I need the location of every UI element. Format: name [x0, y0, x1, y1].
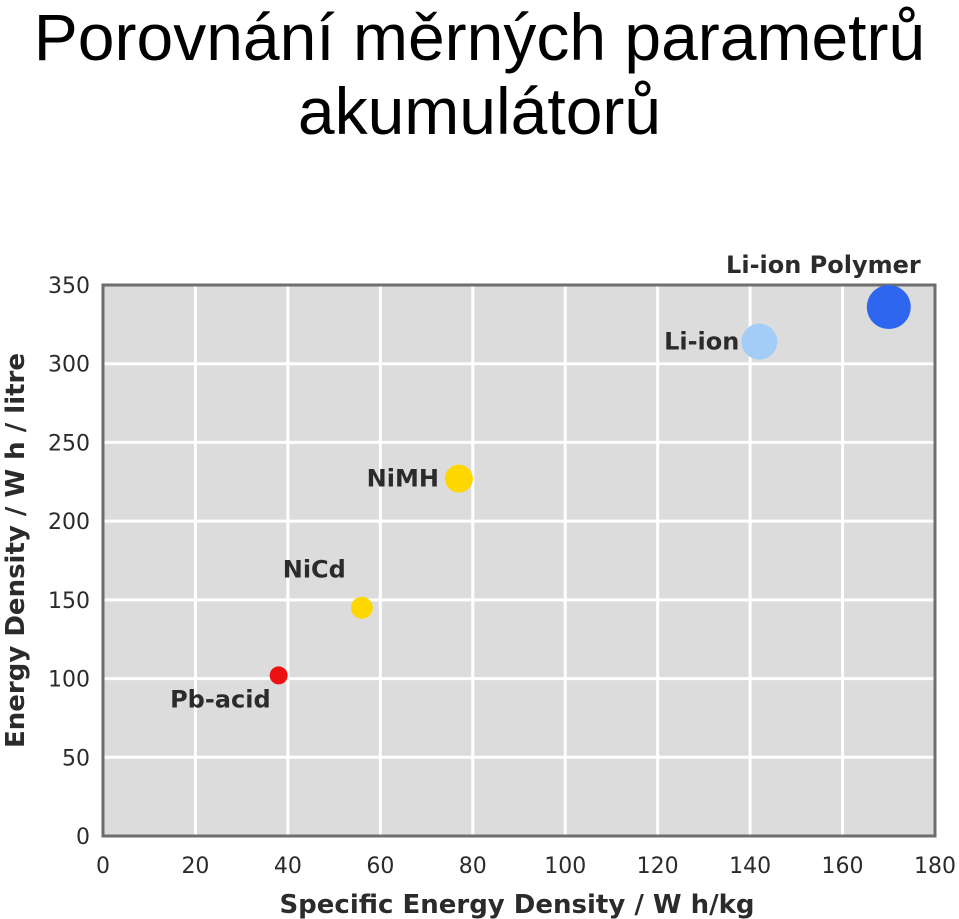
x-axis-label: Specific Energy Density / W h/kg — [279, 890, 754, 919]
x-tick-label: 160 — [822, 854, 864, 879]
y-tick-label: 300 — [48, 353, 90, 378]
x-tick-label: 40 — [274, 854, 302, 879]
y-tick-label: 250 — [48, 431, 90, 456]
y-tick-label: 200 — [48, 510, 90, 535]
x-tick-label: 20 — [181, 854, 209, 879]
y-tick-label: 100 — [48, 668, 90, 693]
point-li-ion-polymer — [866, 285, 911, 330]
point-li-ion — [741, 323, 778, 360]
y-axis-label: Energy Density / W h / litre — [1, 353, 31, 748]
y-tick-label: 50 — [62, 746, 90, 771]
x-tick-label: 80 — [459, 854, 487, 879]
point-nimh — [444, 464, 473, 493]
page-title: Porovnání měrných parametrů akumulátorů — [0, 0, 959, 148]
x-tick-label: 180 — [914, 854, 956, 879]
x-tick-label: 120 — [637, 854, 679, 879]
plot-frame — [101, 283, 937, 838]
point-label-nicd: NiCd — [283, 556, 346, 584]
point-nicd — [350, 596, 373, 619]
y-tick-label: 0 — [76, 825, 90, 850]
point-label-li-ion: Li-ion — [664, 328, 739, 356]
x-tick-label: 140 — [729, 854, 771, 879]
page-title-line2: akumulátorů — [297, 74, 662, 148]
point-pb-acid — [269, 666, 288, 685]
y-tick-label: 350 — [48, 274, 90, 299]
y-tick-label: 150 — [48, 589, 90, 614]
point-label-li-ion-polymer: Li-ion Polymer — [726, 251, 921, 279]
plot-area — [103, 285, 935, 836]
point-label-pb-acid: Pb-acid — [170, 685, 271, 713]
x-tick-label: 60 — [366, 854, 394, 879]
x-tick-label: 0 — [96, 854, 110, 879]
x-tick-label: 100 — [544, 854, 586, 879]
page-title-line1: Porovnání měrných parametrů — [33, 0, 926, 74]
point-label-nimh: NiMH — [367, 465, 439, 493]
